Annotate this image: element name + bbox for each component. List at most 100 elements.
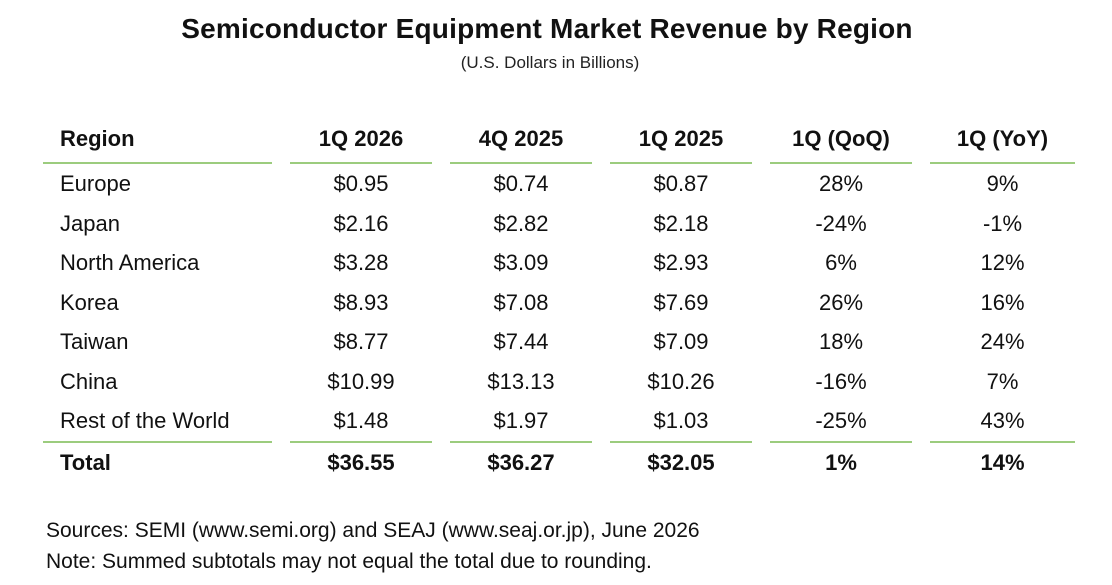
table-row: Taiwan $8.77 $7.44 $7.09 18% 24% [43, 322, 1075, 362]
cell-1q-2025: $7.09 [653, 329, 709, 354]
cell-4q-2025: $1.97 [450, 401, 592, 443]
cell-gap [272, 322, 290, 362]
cell-qoq: 28% [818, 171, 864, 196]
cell-gap [752, 204, 770, 244]
cell-yoy: 24% [980, 329, 1025, 354]
region-cell: China [60, 368, 118, 394]
rounding-note: Note: Summed subtotals may not equal the… [46, 550, 652, 573]
cell-4q-2025: $7.08 [493, 289, 549, 315]
cell-4q-2025: $13.13 [487, 368, 555, 394]
cell-gap [432, 401, 450, 443]
cell-gap [432, 362, 450, 402]
cell-gap [752, 362, 770, 402]
cell-gap [912, 401, 930, 443]
cell-gap [752, 243, 770, 283]
cell-gap [272, 443, 290, 483]
table-row: North America $3.28 $3.09 $2.93 6% 12% [43, 243, 1075, 283]
cell-gap [592, 322, 610, 362]
region-cell: Japan [60, 210, 120, 236]
cell-gap [592, 401, 610, 443]
cell-gap [752, 401, 770, 443]
region-cell: North America [60, 250, 200, 275]
cell-yoy: 12% [980, 250, 1025, 275]
cell-gap [912, 204, 930, 244]
cell-qoq: 26% [818, 289, 864, 315]
table-title: Semiconductor Equipment Market Revenue b… [181, 13, 913, 44]
cell-gap [912, 283, 930, 323]
cell-gap [752, 322, 770, 362]
table-subtitle: (U.S. Dollars in Billions) [460, 53, 640, 72]
cell-4q-2025: $3.09 [493, 250, 549, 275]
cell-gap [912, 443, 930, 483]
cell-gap [592, 362, 610, 402]
cell-gap [272, 164, 290, 204]
column-header-1q-2026: 1Q 2026 [290, 116, 432, 164]
cell-1q-2025: $2.18 [653, 210, 709, 236]
cell-1q-2025: $1.03 [610, 401, 752, 443]
cell-qoq: -25% [770, 401, 912, 443]
cell-qoq: 18% [818, 329, 864, 354]
cell-gap [432, 283, 450, 323]
revenue-table: Region 1Q 2026 4Q 2025 1Q 2025 1Q (QoQ) … [43, 116, 1075, 483]
table-row: Europe $0.95 $0.74 $0.87 28% 9% [43, 164, 1075, 204]
cell-4q-2025: $7.44 [493, 329, 549, 354]
cell-gap [272, 401, 290, 443]
total-cell-4q-2025: $36.27 [487, 449, 555, 475]
cell-gap [272, 243, 290, 283]
header-gap [272, 116, 290, 164]
region-cell: Korea [60, 289, 119, 315]
total-label: Total [60, 449, 111, 475]
cell-gap [912, 164, 930, 204]
header-gap [752, 116, 770, 164]
cell-1q-2025: $2.93 [653, 250, 709, 275]
cell-1q-2026: $10.99 [327, 368, 395, 394]
column-header-yoy: 1Q (YoY) [930, 116, 1075, 164]
cell-yoy: -1% [982, 210, 1023, 236]
table-row: Korea $8.93 $7.08 $7.69 26% 16% [43, 283, 1075, 323]
cell-1q-2026: $3.28 [333, 250, 389, 275]
cell-1q-2025: $0.87 [653, 171, 709, 196]
table-body: Europe $0.95 $0.74 $0.87 28% 9% Japan $2.16 $2.8… [43, 164, 1075, 443]
cell-gap [272, 204, 290, 244]
cell-gap [432, 204, 450, 244]
cell-gap [272, 362, 290, 402]
cell-gap [592, 204, 610, 244]
header-gap [912, 116, 930, 164]
cell-gap [432, 164, 450, 204]
sources-note: Sources: SEMI (www.semi.org) and SEAJ (w… [46, 519, 700, 542]
header-gap [592, 116, 610, 164]
cell-gap [432, 443, 450, 483]
cell-1q-2026: $8.93 [333, 289, 389, 315]
cell-1q-2026: $2.16 [333, 210, 389, 236]
cell-qoq: -16% [815, 368, 867, 394]
cell-1q-2026: $1.48 [290, 401, 432, 443]
cell-gap [592, 283, 610, 323]
cell-gap [912, 322, 930, 362]
cell-yoy: 9% [986, 171, 1019, 196]
cell-1q-2026: $0.95 [333, 171, 389, 196]
cell-gap [432, 322, 450, 362]
cell-yoy: 16% [980, 289, 1025, 315]
cell-gap [592, 443, 610, 483]
cell-gap [752, 283, 770, 323]
cell-4q-2025: $0.74 [493, 171, 549, 196]
column-header-region: Region [43, 116, 272, 164]
cell-gap [912, 243, 930, 283]
total-cell-qoq: 1% [825, 449, 857, 475]
header-gap [432, 116, 450, 164]
region-cell: Taiwan [60, 329, 129, 354]
cell-gap [912, 362, 930, 402]
cell-gap [432, 243, 450, 283]
column-header-4q-2025: 4Q 2025 [450, 116, 592, 164]
cell-gap [592, 164, 610, 204]
column-header-1q-2025: 1Q 2025 [610, 116, 752, 164]
total-cell-yoy: 14% [980, 449, 1025, 475]
total-cell-1q-2026: $36.55 [327, 449, 395, 475]
cell-gap [752, 443, 770, 483]
cell-gap [272, 283, 290, 323]
table-row: Rest of the World $1.48 $1.97 $1.03 -25% 43% [43, 401, 1075, 443]
table-row: Japan $2.16 $2.82 $2.18 -24% -1% [43, 204, 1075, 244]
cell-gap [592, 243, 610, 283]
cell-1q-2026: $8.77 [333, 329, 389, 354]
cell-gap [752, 164, 770, 204]
